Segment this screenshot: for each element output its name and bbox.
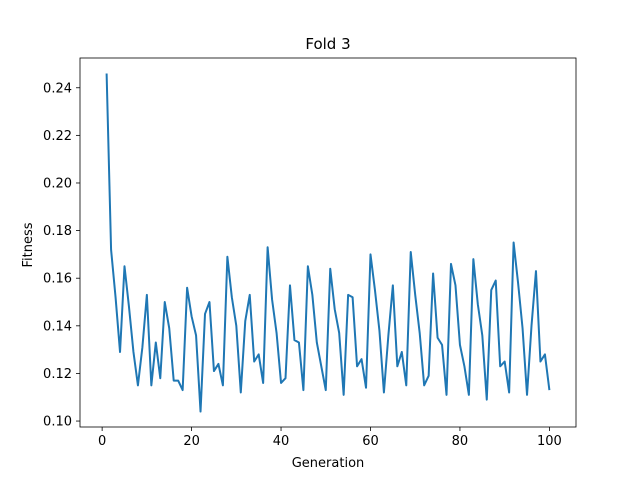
y-tick-label: 0.22 [43,129,72,144]
y-axis-label: Fitness [21,222,36,267]
plot-content [105,73,551,413]
y-tick-label: 0.18 [43,224,72,239]
y-tick-label: 0.12 [43,367,72,382]
x-axis-ticks: 0 20 40 60 80 100 [98,427,562,449]
fitness-series-line [105,73,551,413]
chart-title: Fold 3 [305,35,350,53]
y-tick-label: 0.16 [43,272,72,287]
x-axis-label: Generation [292,456,365,471]
y-tick-label: 0.14 [43,319,72,334]
x-tick-label: 20 [183,434,200,449]
x-tick-label: 100 [537,434,562,449]
y-tick-label: 0.10 [43,415,72,430]
y-axis-ticks: 0.10 0.12 0.14 0.16 0.18 0.20 0.22 0.24 [43,81,80,430]
x-tick-label: 60 [362,434,379,449]
x-tick-label: 40 [273,434,290,449]
plot-frame [79,57,577,428]
y-tick-label: 0.20 [43,176,72,191]
x-tick-label: 80 [452,434,469,449]
y-tick-label: 0.24 [43,81,72,96]
x-tick-label: 0 [98,434,106,449]
